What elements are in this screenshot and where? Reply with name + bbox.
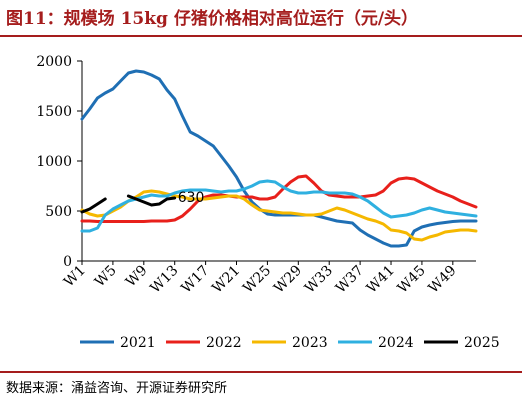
source-note: 数据来源：涌益咨询、开源证券研究所 [6,381,228,396]
y-tick-label: 500 [45,204,72,220]
legend-label-2025: 2025 [464,335,500,351]
y-tick-label: 2000 [36,54,72,70]
legend-label-2022: 2022 [206,335,242,351]
x-tick-label: W5 [92,263,120,291]
x-tick-label: W41 [364,263,398,297]
data-label-annotation: 630 [178,190,205,206]
series-line-2024 [80,179,478,233]
series-line-2021 [80,69,478,248]
title-rule [0,35,522,37]
series-line-2025 [80,194,177,214]
x-tick-label: W25 [240,263,274,297]
series-line-2022 [80,174,478,223]
x-tick-label: W9 [123,263,151,291]
bottom-rule [0,371,522,373]
legend-label-2024: 2024 [378,335,414,351]
legend-label-2023: 2023 [292,335,328,351]
x-tick-label: W49 [426,263,460,297]
figure-title: 图11：规模场 15kg 仔猪价格相对高位运行（元/头） [6,9,419,29]
x-tick-label: W21 [209,263,243,297]
y-tick-label: 0 [63,254,72,270]
y-tick-label: 1500 [36,104,72,120]
x-tick-label: W13 [147,263,181,297]
series-line-2023 [80,189,478,242]
x-tick-label: W29 [271,263,305,297]
y-tick-label: 1000 [36,154,72,170]
x-tick-label: W33 [302,263,336,297]
legend-label-2021: 2021 [120,335,156,351]
x-tick-label: W45 [395,263,429,297]
x-tick-label: W17 [178,263,212,297]
x-tick-label: W37 [333,263,367,297]
